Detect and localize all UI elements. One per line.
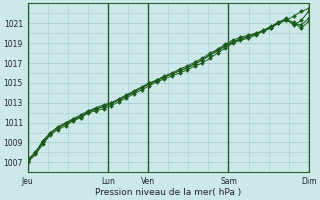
X-axis label: Pression niveau de la mer( hPa ): Pression niveau de la mer( hPa ) — [95, 188, 241, 197]
